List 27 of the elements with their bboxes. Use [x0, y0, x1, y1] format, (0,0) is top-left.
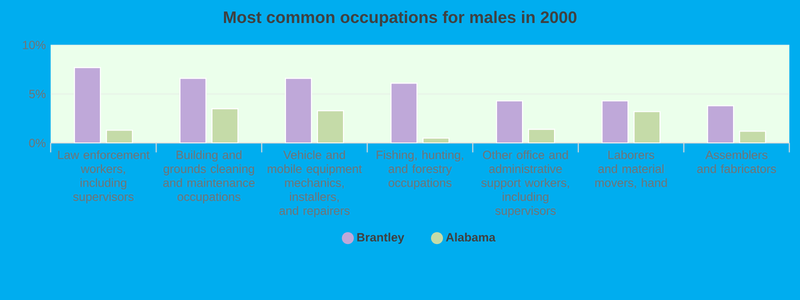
x-tick-label: Laborers and material movers, hand — [595, 150, 667, 188]
bar — [211, 108, 238, 143]
bar — [739, 130, 766, 143]
y-tick-label: 0% — [29, 138, 46, 148]
bar — [496, 100, 524, 143]
bar — [422, 138, 450, 143]
bar — [284, 78, 312, 143]
bar — [528, 128, 556, 143]
x-tick-label: Fishing, hunting, and forestry occupations — [376, 150, 464, 190]
x-tick-label: Law enforcement workers, including supervisors — [58, 150, 150, 204]
bar — [707, 105, 734, 143]
y-tick-label: 10% — [22, 40, 46, 50]
bar — [179, 78, 206, 143]
bar — [74, 67, 101, 143]
bar — [634, 111, 661, 143]
legend-label: Alabama — [446, 232, 496, 242]
x-tick-label: Vehicle and mobile equipment mechanics, installers, and repairers — [268, 150, 362, 218]
bar — [316, 110, 344, 143]
bar — [390, 82, 418, 143]
y-tick-label: 5% — [29, 90, 46, 98]
bar — [602, 100, 629, 143]
legend-label: Brantley — [357, 232, 404, 244]
x-tick-label: Other office and administrative support workers, including supervisors — [481, 150, 569, 218]
bar — [106, 130, 133, 143]
x-tick-label: Assemblers and fabricators — [697, 150, 776, 174]
x-tick-label: Building and grounds cleaning and maintenance occupations — [163, 150, 255, 204]
chart-title: Most common occupations for males in 2000 — [224, 10, 576, 26]
